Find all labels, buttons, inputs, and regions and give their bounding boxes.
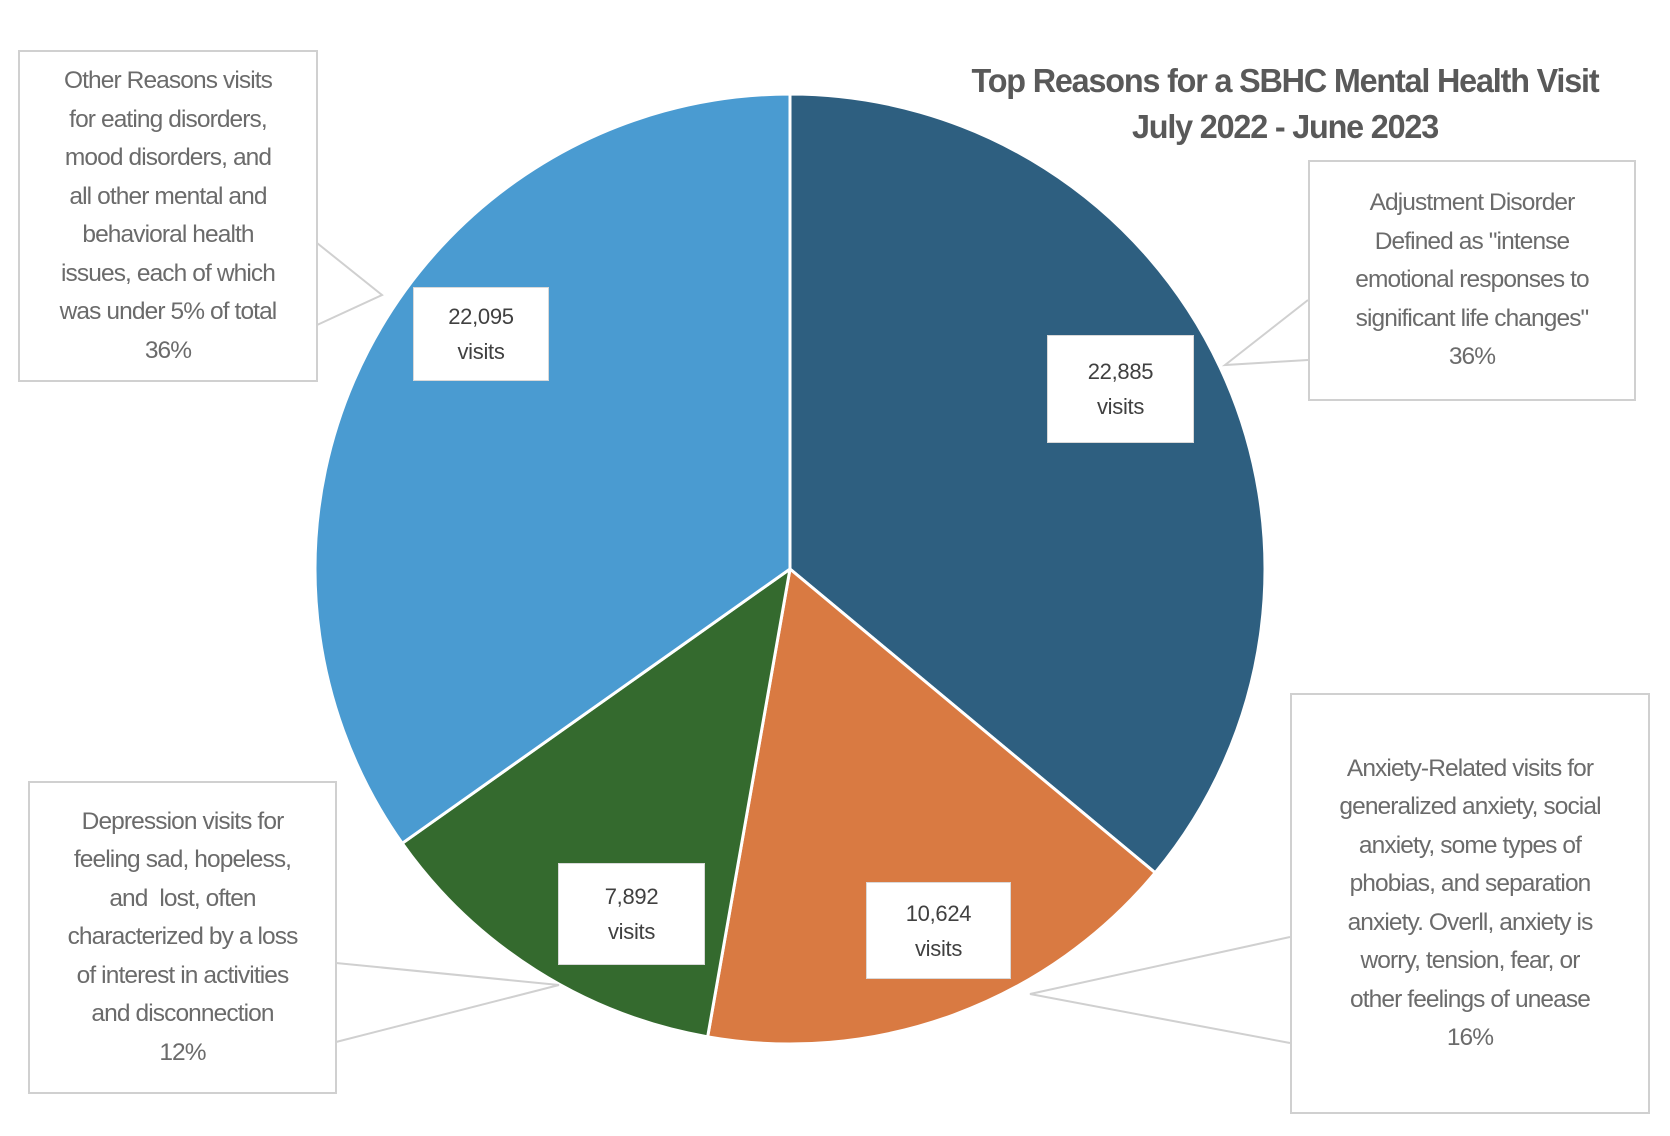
callout-line: of interest in activities xyxy=(76,961,290,989)
callout-line: Other Reasons visits xyxy=(63,67,273,94)
callout-line: anxiety. Overll, anxiety is xyxy=(1347,908,1594,936)
leader-anxiety xyxy=(1029,936,1291,1044)
callout-line: feeling sad, hopeless, xyxy=(73,846,292,874)
callout-line: other feelings of unease xyxy=(1350,985,1591,1013)
callout-line: phobias, and separation xyxy=(1349,870,1592,897)
callout-line: mood disorders, and xyxy=(64,144,272,171)
value-unit: visits xyxy=(457,339,505,364)
slice-adjustment-disorder xyxy=(788,92,1267,875)
callout-line: was under 5% of total xyxy=(59,298,278,325)
callout-line: behavioral health xyxy=(82,221,254,248)
callout-line: Defined as "intense xyxy=(1374,227,1570,255)
leader-depression xyxy=(335,962,560,1043)
callout-line: emotional responses to xyxy=(1355,266,1589,294)
callout-percent: 16% xyxy=(1446,1024,1494,1051)
callout-line: all other mental and xyxy=(69,182,267,210)
value-label-depression: 7,892 visits xyxy=(558,863,705,965)
value-label-adjustment-disorder: 22,885 visits xyxy=(1047,335,1194,443)
slice-other-reasons xyxy=(313,92,792,845)
callout-other-reasons: Other Reasons visits for eating disorder… xyxy=(18,50,318,382)
callout-adjustment-disorder: Adjustment Disorder Defined as "intense … xyxy=(1308,160,1636,401)
value-label-anxiety-related: 10,624 visits xyxy=(866,882,1011,979)
chart-title-line1: Top Reasons for a SBHC Mental Health Vis… xyxy=(971,62,1600,99)
chart-title: Top Reasons for a SBHC Mental Health Vis… xyxy=(927,58,1642,150)
value-label-other-reasons: 22,095 visits xyxy=(413,287,549,381)
value-unit: visits xyxy=(607,919,656,944)
callout-percent: 12% xyxy=(159,1038,206,1066)
callout-line: worry, tension, fear, or xyxy=(1360,947,1581,974)
callout-leader-lines xyxy=(316,242,1309,1044)
slice-anxiety-related xyxy=(706,567,1157,1046)
callout-line: issues, each of which xyxy=(61,259,276,287)
chart-subtitle: July 2022 - June 2023 xyxy=(1131,108,1439,145)
value-unit: visits xyxy=(1096,394,1145,419)
callout-line: significant life changes" xyxy=(1355,304,1590,332)
callout-line: characterized by a loss xyxy=(67,923,299,951)
callout-depression: Depression visits for feeling sad, hopel… xyxy=(28,781,337,1094)
callout-anxiety-related: Anxiety-Related visits for generalized a… xyxy=(1290,693,1650,1114)
callout-line: Anxiety-Related visits for xyxy=(1346,754,1594,782)
value-count: 22,885 xyxy=(1087,359,1154,384)
callout-percent: 36% xyxy=(144,336,192,364)
value-unit: visits xyxy=(914,935,963,961)
callout-line: for eating disorders, xyxy=(69,105,268,133)
callout-line: generalized anxiety, social xyxy=(1339,793,1601,820)
callout-line: and lost, often xyxy=(109,884,256,912)
callout-line: and disconnection xyxy=(91,1000,274,1028)
value-count: 7,892 xyxy=(604,884,659,909)
callout-percent: 36% xyxy=(1448,343,1496,371)
leader-adjustment xyxy=(1221,299,1309,367)
value-count: 10,624 xyxy=(905,900,972,926)
callout-line: anxiety, some types of xyxy=(1358,831,1582,859)
pie-slices xyxy=(313,92,1267,1046)
callout-line: Adjustment Disorder xyxy=(1369,189,1576,217)
value-count: 22,095 xyxy=(448,304,514,329)
leader-other xyxy=(316,242,384,326)
callout-line: Depression visits for xyxy=(81,807,285,835)
